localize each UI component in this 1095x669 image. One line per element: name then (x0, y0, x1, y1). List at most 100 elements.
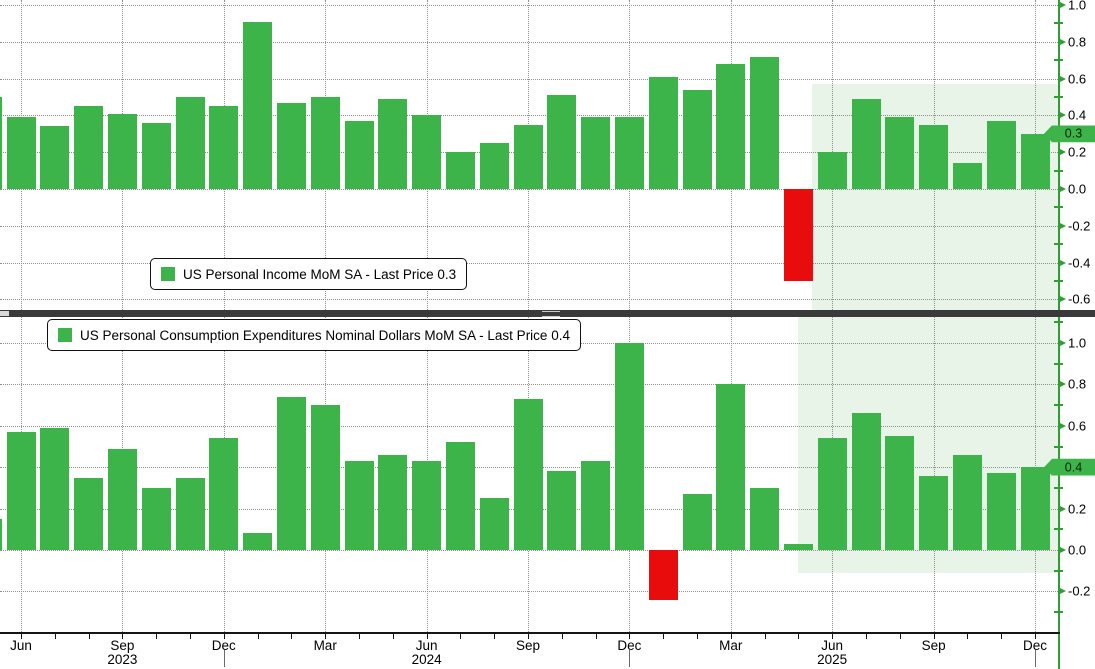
x-axis-label: Mar (719, 638, 743, 653)
bar-apr-2025[interactable] (750, 487, 780, 550)
bar-oct-2023[interactable] (141, 487, 171, 550)
bar-may-2023[interactable] (0, 97, 2, 189)
y-minor-tick (1054, 280, 1063, 282)
bar-jun-2024[interactable] (412, 461, 442, 550)
bar-feb-2025[interactable] (682, 89, 712, 189)
bar-jun-2025[interactable] (817, 438, 847, 550)
bar-apr-2025[interactable] (750, 56, 780, 189)
bar-jun-2024[interactable] (412, 115, 442, 189)
bar-mar-2025[interactable] (716, 384, 746, 550)
income-last-price-tag: 0.3 (1044, 125, 1095, 143)
bar-dec-2025[interactable] (1020, 467, 1050, 550)
bar-nov-2024[interactable] (581, 461, 611, 550)
bar-dec-2023[interactable] (209, 106, 239, 189)
bar-may-2025[interactable] (783, 189, 813, 281)
bar-jul-2025[interactable] (851, 413, 881, 550)
horizontal-gridline (0, 262, 1058, 264)
bar-jun-2025[interactable] (817, 152, 847, 189)
bar-sep-2025[interactable] (919, 124, 949, 189)
y-tick-arrow-icon (1058, 185, 1066, 193)
bar-may-2025[interactable] (783, 543, 813, 550)
bar-nov-2023[interactable] (175, 97, 205, 189)
y-minor-tick (1054, 321, 1063, 324)
bar-may-2023[interactable] (0, 518, 2, 550)
x-month-tick (1035, 634, 1036, 639)
y-tick-arrow-icon (1058, 421, 1066, 430)
bar-sep-2023[interactable] (107, 448, 137, 550)
bar-jul-2025[interactable] (851, 98, 881, 189)
y-tick-arrow-icon (1058, 339, 1066, 347)
income-legend[interactable]: US Personal Income MoM SA - Last Price 0… (150, 258, 468, 290)
horizontal-gridline (0, 225, 1058, 227)
horizontal-gridline (0, 189, 1058, 190)
bar-jan-2025[interactable] (648, 550, 678, 600)
bar-apr-2024[interactable] (344, 120, 374, 189)
income-legend-swatch-icon (161, 267, 175, 281)
horizontal-gridline (0, 591, 1058, 593)
x-month-tick (561, 634, 563, 639)
year-separator (629, 650, 631, 667)
bar-feb-2024[interactable] (276, 102, 306, 189)
x-month-tick (88, 634, 90, 639)
bar-jul-2024[interactable] (445, 152, 475, 189)
x-month-tick (494, 634, 496, 639)
x-month-tick (832, 634, 834, 639)
horizontal-gridline (0, 5, 1058, 6)
bar-dec-2024[interactable] (614, 343, 644, 550)
pce-panel: US Personal Consumption Expenditures Nom… (0, 317, 1058, 632)
bar-mar-2024[interactable] (310, 405, 340, 550)
bar-nov-2025[interactable] (986, 473, 1016, 550)
bar-aug-2025[interactable] (885, 117, 915, 189)
bar-sep-2024[interactable] (513, 398, 543, 550)
y-axis-label: 0.4 (1068, 107, 1087, 123)
bar-oct-2024[interactable] (547, 471, 577, 550)
y-axis-label: 0.2 (1068, 144, 1087, 160)
bar-apr-2024[interactable] (344, 461, 374, 550)
bar-jan-2025[interactable] (648, 76, 678, 189)
bar-sep-2023[interactable] (107, 113, 137, 189)
bar-jan-2024[interactable] (243, 533, 273, 550)
bar-jun-2023[interactable] (6, 432, 36, 550)
bar-mar-2024[interactable] (310, 97, 340, 189)
x-month-tick (426, 634, 428, 639)
bar-jul-2023[interactable] (40, 126, 70, 189)
bar-oct-2025[interactable] (952, 163, 982, 189)
y-tick-arrow-icon (1058, 258, 1066, 267)
y-tick-arrow-icon (1058, 148, 1066, 157)
bar-feb-2024[interactable] (276, 396, 306, 550)
bar-aug-2025[interactable] (885, 436, 915, 550)
x-month-tick (54, 634, 56, 639)
y-axis-label: 1.0 (1068, 335, 1087, 351)
pce-legend[interactable]: US Personal Consumption Expenditures Nom… (47, 319, 581, 351)
bar-mar-2025[interactable] (716, 63, 746, 189)
bar-nov-2025[interactable] (986, 120, 1016, 189)
panel-splitter[interactable] (0, 310, 1095, 317)
bar-dec-2024[interactable] (614, 117, 644, 189)
bar-oct-2024[interactable] (547, 95, 577, 189)
bar-sep-2024[interactable] (513, 124, 543, 189)
bar-jul-2023[interactable] (40, 427, 70, 550)
bar-aug-2024[interactable] (479, 498, 509, 551)
bar-dec-2023[interactable] (209, 438, 239, 550)
bar-may-2024[interactable] (378, 98, 408, 189)
bar-feb-2025[interactable] (682, 494, 712, 550)
bar-sep-2025[interactable] (919, 475, 949, 550)
bar-oct-2023[interactable] (141, 122, 171, 189)
y-minor-tick (1054, 611, 1063, 614)
y-minor-tick (1054, 96, 1063, 98)
bar-nov-2023[interactable] (175, 477, 205, 550)
bar-jan-2024[interactable] (243, 21, 273, 189)
splitter-grip-icon[interactable] (542, 311, 560, 317)
bar-jul-2024[interactable] (445, 442, 475, 550)
bar-oct-2025[interactable] (952, 454, 982, 550)
bar-aug-2023[interactable] (74, 106, 104, 189)
bar-dec-2025[interactable] (1020, 133, 1050, 189)
bar-may-2024[interactable] (378, 454, 408, 550)
splitter-left-handle[interactable] (0, 311, 9, 316)
y-axis-label: 0.0 (1068, 542, 1087, 558)
bar-jun-2023[interactable] (6, 117, 36, 189)
bar-aug-2023[interactable] (74, 477, 104, 550)
bar-aug-2024[interactable] (479, 143, 509, 189)
horizontal-gridline (0, 550, 1058, 551)
bar-nov-2024[interactable] (581, 117, 611, 189)
